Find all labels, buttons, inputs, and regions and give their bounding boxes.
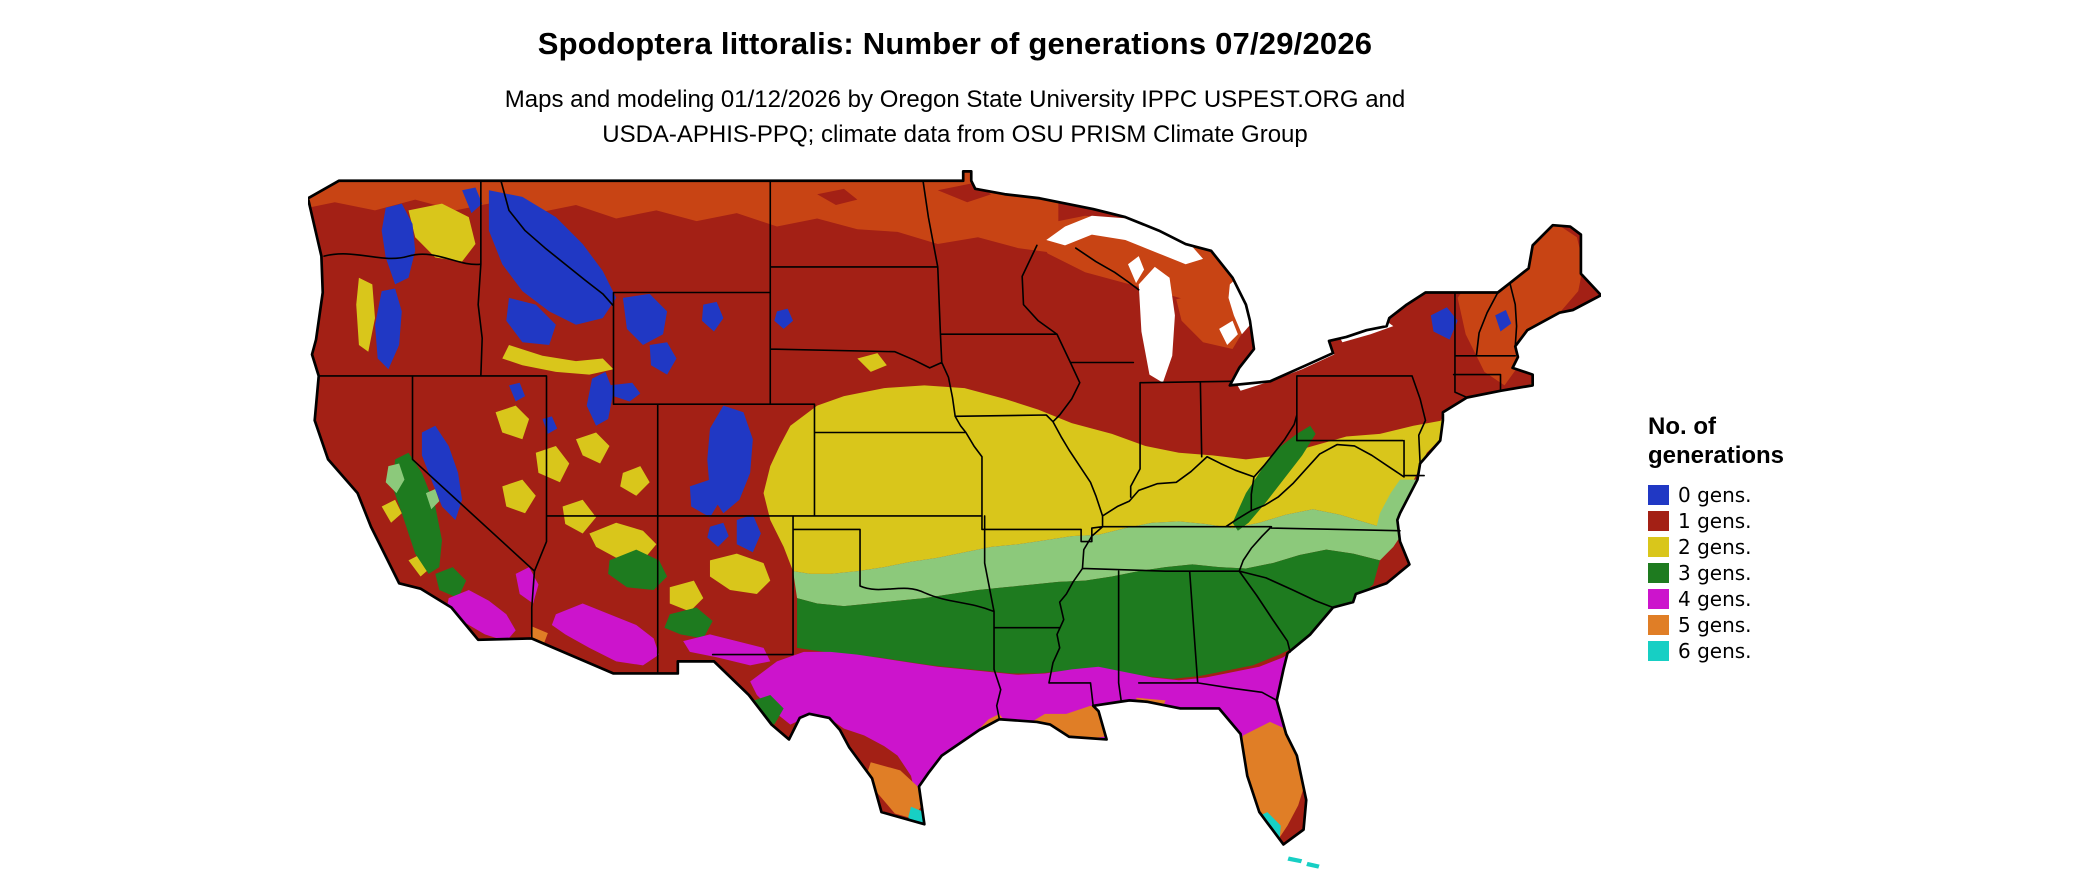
legend: No. of generations 0 gens. 1 gens. 2 gen… bbox=[1648, 412, 1868, 664]
us-outline bbox=[308, 170, 1601, 846]
state-borders bbox=[317, 179, 1518, 721]
region-north-hot-strip bbox=[308, 171, 1584, 386]
west-magenta-patches bbox=[446, 567, 771, 666]
legend-swatch-2-gens bbox=[1648, 537, 1669, 557]
legend-swatch-4-gens bbox=[1648, 589, 1669, 609]
florida-keys bbox=[1287, 856, 1320, 869]
subtitle-line-1: Maps and modeling 01/12/2026 by Oregon S… bbox=[504, 86, 1406, 113]
legend-label: 3 gens. bbox=[1678, 561, 1752, 585]
region-3-gens-band bbox=[797, 425, 1380, 679]
us-generations-map bbox=[308, 170, 1601, 870]
legend-swatch-6-gens bbox=[1648, 641, 1669, 661]
us-map-svg bbox=[308, 170, 1601, 869]
legend-title-line-1: No. of bbox=[1648, 413, 1716, 440]
region-3-gens-light-band bbox=[793, 479, 1418, 607]
legend-item: 2 gens. bbox=[1648, 534, 1868, 560]
legend-item: 5 gens. bbox=[1648, 612, 1868, 638]
map-title: Spodoptera littoralis: Number of generat… bbox=[537, 26, 1373, 61]
map-subtitle: Maps and modeling 01/12/2026 by Oregon S… bbox=[0, 82, 1910, 152]
texture-dark-specks bbox=[817, 183, 992, 205]
legend-item: 1 gens. bbox=[1648, 508, 1868, 534]
legend-label: 5 gens. bbox=[1678, 613, 1752, 637]
legend-item: 6 gens. bbox=[1648, 638, 1868, 664]
region-6-gens-tips bbox=[908, 806, 1281, 845]
west-light-green-patches bbox=[385, 463, 440, 510]
legend-label: 6 gens. bbox=[1678, 639, 1752, 663]
legend-label: 1 gens. bbox=[1678, 509, 1752, 533]
legend-swatch-5-gens bbox=[1648, 615, 1669, 635]
legend-item: 4 gens. bbox=[1648, 586, 1868, 612]
great-lakes bbox=[1046, 215, 1394, 391]
legend-label: 0 gens. bbox=[1678, 483, 1752, 507]
legend-label: 4 gens. bbox=[1678, 587, 1752, 611]
subtitle-line-2: USDA-APHIS-PPQ; climate data from OSU PR… bbox=[602, 121, 1308, 148]
legend-label: 2 gens. bbox=[1678, 535, 1752, 559]
region-2-gens-band bbox=[763, 382, 1535, 574]
legend-swatch-0-gens bbox=[1648, 485, 1669, 505]
legend-swatch-1-gens bbox=[1648, 511, 1669, 531]
map-fill-layers bbox=[308, 171, 1601, 845]
legend-items: 0 gens. 1 gens. 2 gens. 3 gens. 4 gens. … bbox=[1648, 482, 1868, 664]
legend-swatch-3-gens bbox=[1648, 563, 1669, 583]
legend-title: No. of generations bbox=[1648, 412, 1868, 470]
west-yellow-patches bbox=[356, 203, 887, 612]
legend-item: 0 gens. bbox=[1648, 482, 1868, 508]
legend-item: 3 gens. bbox=[1648, 560, 1868, 586]
legend-title-line-2: generations bbox=[1648, 442, 1785, 469]
